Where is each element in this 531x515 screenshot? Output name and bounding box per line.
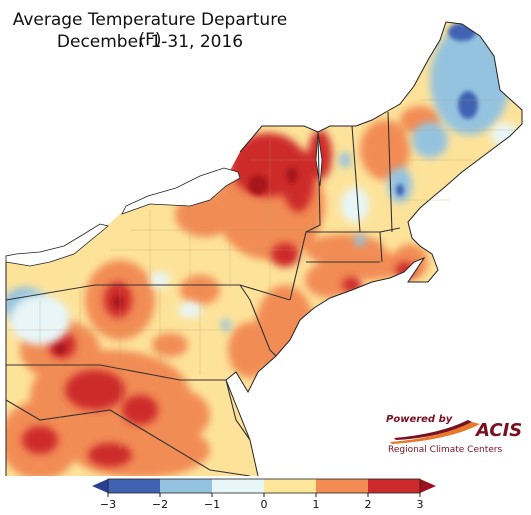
acis-logo: Powered by ACIS Regional Climate Centers: [380, 412, 523, 460]
legend-tick-label: −1: [204, 498, 220, 511]
map-title: Average Temperature Departure (F): [12, 10, 288, 50]
color-legend: −3 −2 −1 0 1 2 3: [0, 476, 531, 511]
state-boundaries: [5, 111, 401, 477]
legend-swatch: [316, 479, 368, 493]
legend-swatch: [368, 479, 420, 493]
legend-tick-label: 2: [365, 498, 372, 511]
legend-tick-label: −2: [152, 498, 168, 511]
legend-swatch: [212, 479, 264, 493]
legend-tick-label: 3: [417, 498, 424, 511]
powered-by-text: Powered by: [386, 414, 453, 425]
legend-tick-label: 0: [261, 498, 268, 511]
acis-wordmark: ACIS: [476, 420, 523, 441]
regional-climate-centers-text: Regional Climate Centers: [388, 445, 503, 455]
map-area: Average Temperature Departure (F) Decemb…: [5, 10, 523, 477]
temperature-map: [5, 21, 523, 477]
county-lines: [6, 99, 520, 460]
logo-swoosh-icon: [390, 420, 480, 444]
legend-tick-label: 1: [313, 498, 320, 511]
legend-arrow-low-icon: [92, 479, 108, 493]
legend-swatch: [160, 479, 212, 493]
legend-swatch: [264, 479, 316, 493]
map-date-range: December 1-31, 2016: [56, 32, 244, 52]
legend-swatch: [108, 479, 160, 493]
legend-tick-label: −3: [100, 498, 116, 511]
legend-arrow-high-icon: [420, 479, 436, 493]
legend-colorbar: −3 −2 −1 0 1 2 3: [92, 478, 436, 511]
